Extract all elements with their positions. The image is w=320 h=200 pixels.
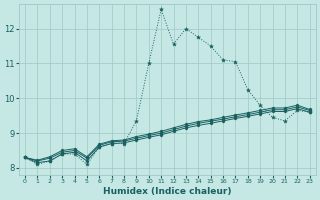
X-axis label: Humidex (Indice chaleur): Humidex (Indice chaleur)	[103, 187, 232, 196]
